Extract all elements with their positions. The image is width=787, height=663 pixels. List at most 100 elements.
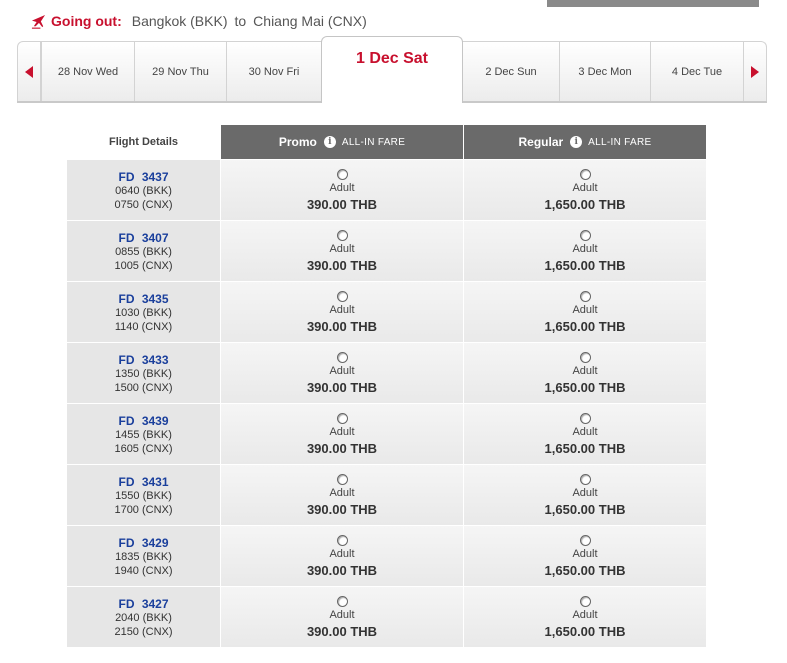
promo-fare-cell: Adult 390.00 THB	[220, 404, 463, 464]
regular-price: 1,650.00 THB	[544, 563, 626, 578]
promo-fare-radio[interactable]	[336, 291, 348, 302]
regular-fare-radio[interactable]	[579, 169, 591, 180]
regular-fare-cell: Adult 1,650.00 THB	[463, 343, 706, 403]
departure-time: 1550 (BKK)	[115, 490, 172, 502]
flight-number-link[interactable]: FD 3427	[118, 597, 169, 611]
promo-fare-radio[interactable]	[336, 413, 348, 424]
table-row: FD 3433 1350 (BKK) 1500 (CNX) Adult 390.00 T…	[67, 342, 707, 403]
route-header: Going out: Bangkok (BKK) to Chiang Mai (…	[31, 12, 374, 30]
regular-fare-cell: Adult 1,650.00 THB	[463, 465, 706, 525]
regular-fare-radio[interactable]	[579, 291, 591, 302]
passenger-type: Adult	[572, 426, 598, 438]
promo-price: 390.00 THB	[306, 197, 378, 212]
promo-price: 390.00 THB	[306, 624, 378, 639]
departure-time: 1455 (BKK)	[115, 429, 172, 441]
promo-price: 390.00 THB	[306, 563, 378, 578]
table-header: Flight Details Promo i ALL-IN FARE Regul…	[67, 125, 707, 159]
flight-number-link[interactable]: FD 3431	[118, 475, 169, 489]
passenger-type: Adult	[572, 304, 598, 316]
promo-fare-radio[interactable]	[336, 352, 348, 363]
regular-fare-cell: Adult 1,650.00 THB	[463, 282, 706, 342]
table-row: FD 3427 2040 (BKK) 2150 (CNX) Adult 390.00 T…	[67, 586, 707, 647]
flight-details-cell: FD 3437 0640 (BKK) 0750 (CNX)	[67, 160, 220, 220]
date-tab[interactable]: 2 Dec Sun	[462, 41, 560, 101]
regular-price: 1,650.00 THB	[544, 319, 626, 334]
table-row: FD 3407 0855 (BKK) 1005 (CNX) Adult 390.00 T…	[67, 220, 707, 281]
regular-fare-cell: Adult 1,650.00 THB	[463, 221, 706, 281]
promo-fare-radio[interactable]	[336, 596, 348, 607]
info-icon[interactable]: i	[323, 136, 336, 148]
flight-number-link[interactable]: FD 3407	[118, 231, 169, 245]
regular-price: 1,650.00 THB	[544, 197, 626, 212]
arrival-time: 1940 (CNX)	[114, 565, 173, 577]
departure-time: 2040 (BKK)	[115, 612, 172, 624]
date-tab[interactable]: 4 Dec Tue	[650, 41, 744, 101]
arrival-time: 2150 (CNX)	[114, 626, 173, 638]
date-tab[interactable]: 30 Nov Fri	[226, 41, 322, 101]
flight-number-link[interactable]: FD 3429	[118, 536, 169, 550]
going-out-label: Going out:	[51, 13, 122, 29]
regular-price: 1,650.00 THB	[544, 441, 626, 456]
promo-fare-name: Promo	[278, 135, 317, 149]
table-row: FD 3435 1030 (BKK) 1140 (CNX) Adult 390.00 T…	[67, 281, 707, 342]
flight-number-link[interactable]: FD 3439	[118, 414, 169, 428]
promo-fare-radio[interactable]	[336, 474, 348, 485]
regular-fare-tag: ALL-IN FARE	[588, 136, 652, 148]
passenger-type: Adult	[329, 365, 355, 377]
passenger-type: Adult	[329, 243, 355, 255]
flight-details-cell: FD 3407 0855 (BKK) 1005 (CNX)	[67, 221, 220, 281]
regular-fare-cell: Adult 1,650.00 THB	[463, 404, 706, 464]
promo-fare-radio[interactable]	[336, 169, 348, 180]
passenger-type: Adult	[329, 548, 355, 560]
regular-fare-cell: Adult 1,650.00 THB	[463, 587, 706, 647]
regular-fare-radio[interactable]	[579, 230, 591, 241]
passenger-type: Adult	[572, 487, 598, 499]
regular-fare-radio[interactable]	[579, 413, 591, 424]
flight-details-cell: FD 3429 1835 (BKK) 1940 (CNX)	[67, 526, 220, 586]
table-row: FD 3437 0640 (BKK) 0750 (CNX) Adult 390.00 T…	[67, 159, 707, 220]
departure-time: 1350 (BKK)	[115, 368, 172, 380]
arrival-time: 1700 (CNX)	[114, 504, 173, 516]
arrival-time: 0750 (CNX)	[114, 199, 173, 211]
flight-number-link[interactable]: FD 3435	[118, 292, 169, 306]
plane-icon	[31, 14, 46, 29]
flight-details-cell: FD 3431 1550 (BKK) 1700 (CNX)	[67, 465, 220, 525]
regular-fare-radio[interactable]	[579, 474, 591, 485]
flight-details-cell: FD 3439 1455 (BKK) 1605 (CNX)	[67, 404, 220, 464]
departure-time: 0640 (BKK)	[115, 185, 172, 197]
destination-city: Chiang Mai (CNX)	[253, 13, 367, 29]
promo-fare-header: Promo i ALL-IN FARE	[220, 125, 463, 159]
promo-fare-cell: Adult 390.00 THB	[220, 526, 463, 586]
flight-number-link[interactable]: FD 3437	[118, 170, 169, 184]
promo-fare-radio[interactable]	[336, 230, 348, 241]
flight-details-cell: FD 3433 1350 (BKK) 1500 (CNX)	[67, 343, 220, 403]
passenger-type: Adult	[572, 243, 598, 255]
flight-number-link[interactable]: FD 3433	[118, 353, 169, 367]
regular-price: 1,650.00 THB	[544, 502, 626, 517]
passenger-type: Adult	[572, 548, 598, 560]
regular-fare-radio[interactable]	[579, 596, 591, 607]
departure-time: 1835 (BKK)	[115, 551, 172, 563]
passenger-type: Adult	[572, 365, 598, 377]
regular-fare-cell: Adult 1,650.00 THB	[463, 526, 706, 586]
promo-price: 390.00 THB	[306, 441, 378, 456]
info-icon[interactable]: i	[570, 136, 583, 148]
date-tab-selected[interactable]: 1 Dec Sat	[321, 36, 463, 103]
flight-details-cell: FD 3427 2040 (BKK) 2150 (CNX)	[67, 587, 220, 647]
next-dates-button[interactable]	[743, 41, 767, 101]
date-tab[interactable]: 29 Nov Thu	[134, 41, 227, 101]
promo-fare-cell: Adult 390.00 THB	[220, 343, 463, 403]
regular-fare-radio[interactable]	[579, 535, 591, 546]
date-tab[interactable]: 3 Dec Mon	[559, 41, 651, 101]
passenger-type: Adult	[572, 609, 598, 621]
date-tab[interactable]: 28 Nov Wed	[41, 41, 135, 101]
regular-fare-cell: Adult 1,650.00 THB	[463, 160, 706, 220]
prev-dates-button[interactable]	[17, 41, 41, 101]
arrow-left-icon	[25, 65, 33, 78]
promo-fare-cell: Adult 390.00 THB	[220, 221, 463, 281]
promo-fare-radio[interactable]	[336, 535, 348, 546]
regular-fare-radio[interactable]	[579, 352, 591, 363]
promo-price: 390.00 THB	[306, 380, 378, 395]
promo-fare-cell: Adult 390.00 THB	[220, 587, 463, 647]
regular-fare-name: Regular	[518, 135, 564, 149]
